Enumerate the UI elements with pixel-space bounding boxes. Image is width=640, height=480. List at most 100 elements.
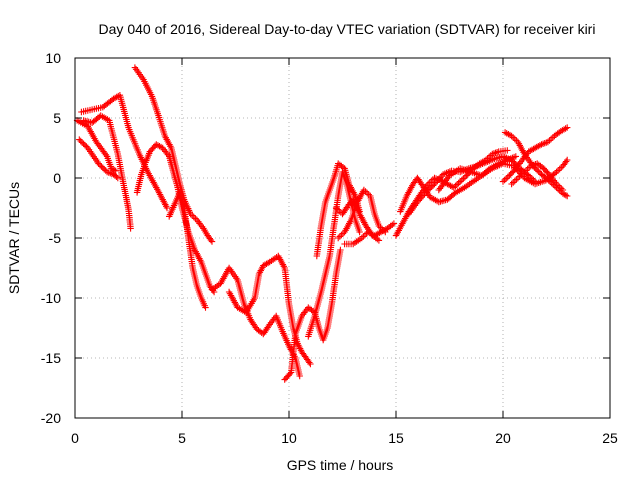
data-point [375,237,383,244]
data-point [95,160,102,167]
data-point [508,180,515,188]
data-point [336,233,343,240]
data-point [80,140,87,147]
data-point [338,231,345,239]
data-point [202,304,209,311]
data-point [457,178,464,185]
data-point [509,158,517,165]
data-point [504,173,511,181]
data-point [390,220,398,227]
data-point [192,215,199,222]
data-point [77,137,84,145]
data-point [535,168,542,175]
data-point [306,359,313,366]
data-point [208,238,216,245]
data-point [286,370,294,377]
y-tick-label: -20 [41,410,61,426]
x-tick-label: 0 [71,430,79,446]
data-point [562,192,569,199]
data-point [337,246,344,254]
data-point [564,156,571,164]
data-point [455,179,462,187]
data-point [207,236,215,244]
data-point [99,164,106,171]
y-tick-labels: -20 -15 -10 -5 0 5 10 [41,50,61,426]
data-series [166,189,209,311]
data-series [225,252,314,368]
x-tick-label: 15 [388,430,404,446]
data-point [332,204,340,212]
data-point [96,161,104,169]
data-point [499,178,507,185]
data-point [551,170,559,177]
x-tick-label: 20 [495,430,511,446]
data-point [503,175,510,182]
chart-title: Day 040 of 2016, Sidereal Day-to-day VTE… [99,21,596,37]
data-point [534,167,541,174]
data-series [76,136,121,182]
data-point [425,186,432,193]
y-tick-label: 5 [53,110,61,126]
data-series [281,246,344,383]
data-point [510,179,517,186]
data-series [397,153,519,215]
data-point [511,159,518,166]
data-point [296,372,303,380]
data-point [511,135,518,143]
data-point [547,135,555,143]
data-point [429,182,437,189]
data-point [504,147,511,154]
data-point [427,185,434,192]
data-point [513,176,520,183]
data-point [562,158,570,165]
data-points [73,64,571,383]
data-point [335,234,342,242]
data-series [131,64,216,245]
data-point [111,166,118,174]
data-series [80,112,134,232]
data-point [511,177,518,185]
x-axis-label: GPS time / hours [287,457,394,473]
data-point [422,189,430,196]
data-series [73,117,119,174]
data-point [356,228,363,236]
y-tick-label: 0 [53,170,61,186]
y-axis-label: SDTVAR / TECUs [6,182,22,294]
data-point [101,166,108,173]
data-point [76,136,83,143]
x-tick-label: 5 [178,430,186,446]
data-point [508,156,515,164]
data-point [78,139,86,146]
y-tick-label: 10 [45,50,61,66]
data-point [127,225,134,232]
x-tick-labels: 0 5 10 15 20 25 [71,430,618,446]
data-point [428,183,435,190]
data-point [113,173,120,180]
data-point [190,213,197,221]
data-point [564,124,571,131]
data-point [431,180,438,188]
data-point [460,175,467,182]
data-point [424,187,431,195]
data-point [512,153,519,160]
data-point [363,189,371,197]
y-tick-label: -10 [41,290,61,306]
y-tick-label: -5 [49,230,62,246]
data-series [508,160,567,194]
data-point [461,173,469,181]
data-point [307,360,314,368]
data-series [499,124,571,185]
x-tick-label: 25 [602,430,618,446]
data-point [556,165,563,173]
data-point [564,192,571,200]
data-point [81,142,89,149]
axis-ticks [74,57,611,419]
data-point [98,163,105,170]
data-point [163,204,171,212]
data-series [332,196,383,244]
data-point [114,174,121,182]
data-point [559,186,567,194]
y-tick-label: -15 [41,350,61,366]
x-tick-label: 10 [281,430,297,446]
